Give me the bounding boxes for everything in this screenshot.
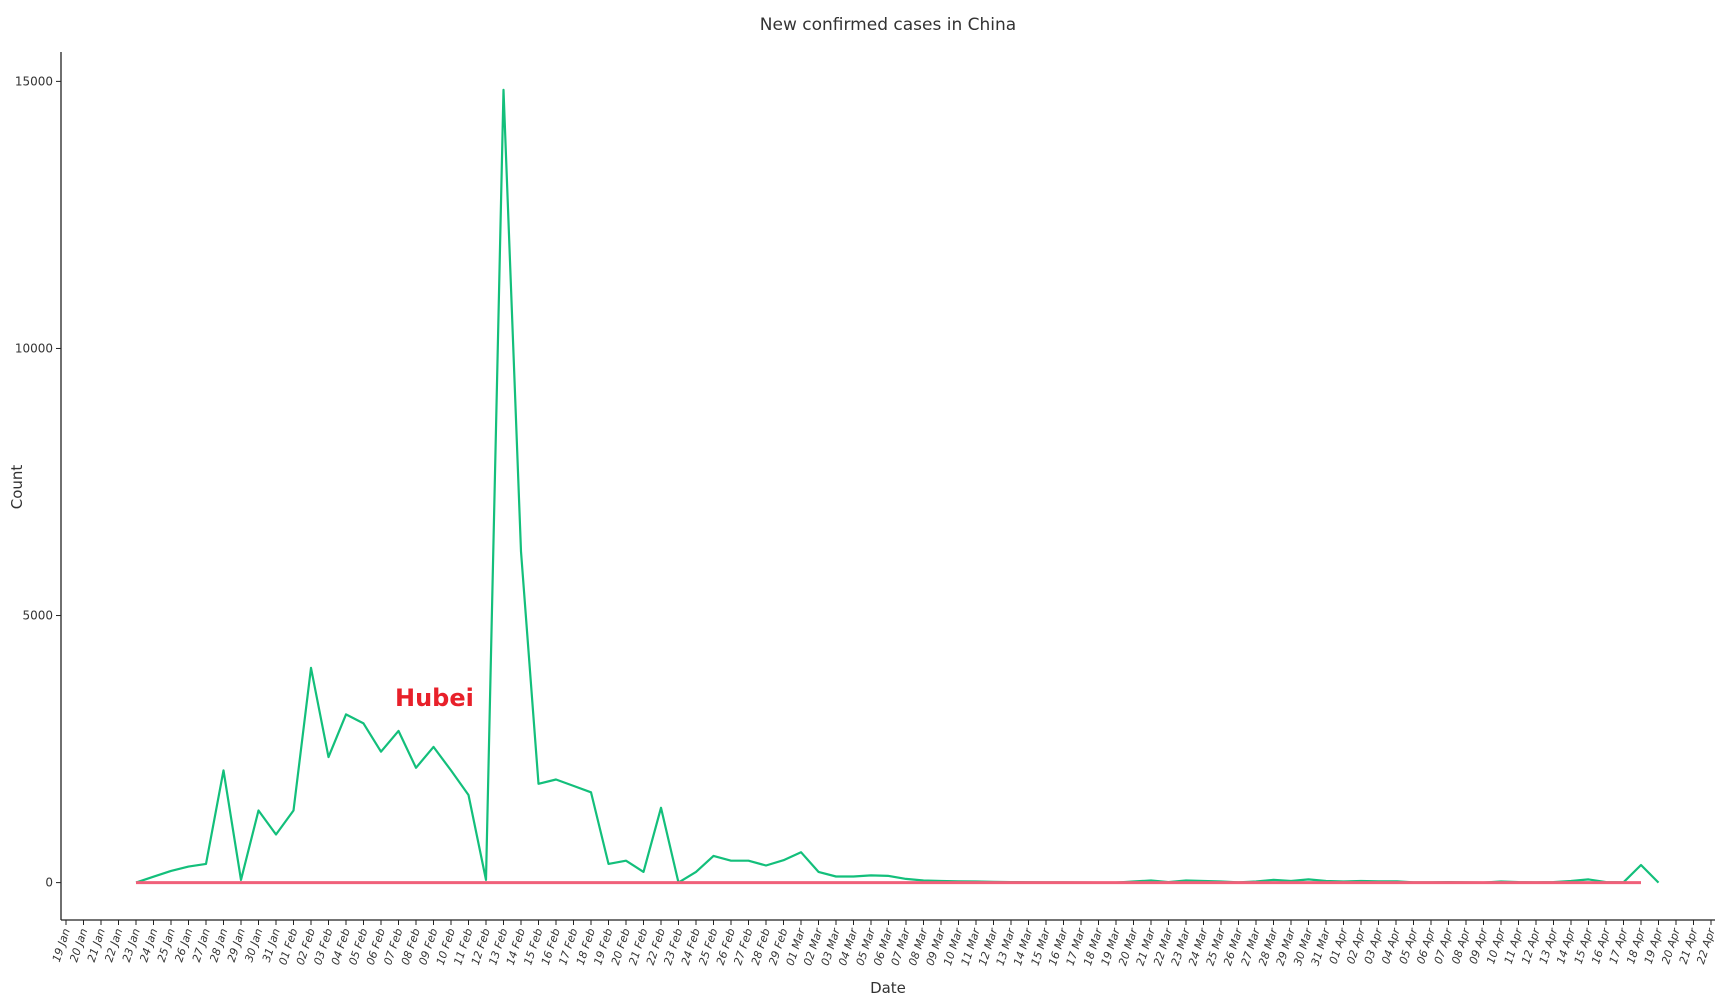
y-tick-label: 10000	[15, 341, 53, 355]
y-axis-label: Count	[8, 465, 26, 510]
y-tick-label: 0	[45, 876, 53, 890]
annotation: Hubei	[395, 684, 474, 712]
y-tick-label: 5000	[22, 609, 53, 623]
chart-title: New confirmed cases in China	[760, 15, 1016, 35]
series-line	[135, 88, 1660, 884]
y-tick-label: 15000	[15, 74, 53, 88]
x-axis-label: Date	[870, 979, 906, 997]
